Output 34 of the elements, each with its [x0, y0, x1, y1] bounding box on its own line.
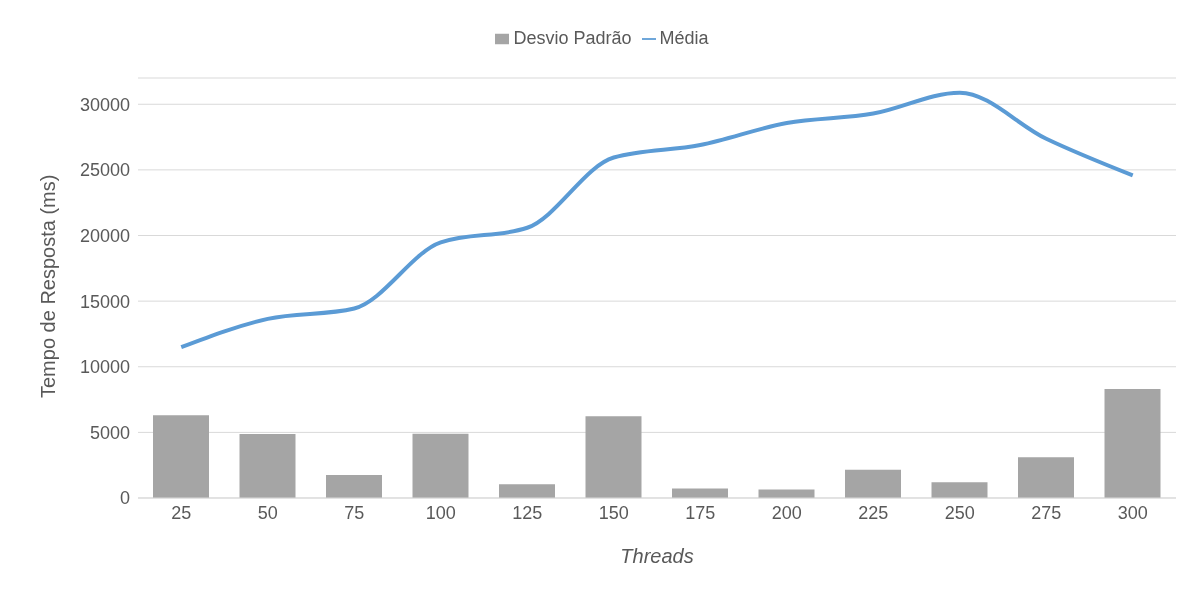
- x-tick-label: 300: [1117, 502, 1148, 523]
- x-tick-label: 50: [257, 502, 278, 523]
- bar: [1018, 457, 1074, 498]
- y-tick-label: 0: [119, 488, 130, 509]
- x-axis-title: Threads: [620, 545, 694, 567]
- x-tick-label: 275: [1031, 502, 1062, 523]
- x-tick-label: 150: [598, 502, 629, 523]
- y-tick-label: 10000: [79, 357, 130, 378]
- x-tick-label: 25: [171, 502, 192, 523]
- x-tick-label: 200: [771, 502, 802, 523]
- y-tick-label: 15000: [79, 291, 130, 312]
- y-tick-label: 5000: [89, 422, 130, 443]
- bar: [412, 433, 469, 498]
- x-tick-label: 100: [425, 502, 456, 523]
- y-tick-label: 30000: [79, 94, 130, 115]
- legend-label: Desvio Padrão: [513, 28, 632, 48]
- x-tick-label: 225: [858, 502, 889, 523]
- bar: [1104, 389, 1161, 498]
- bar: [499, 484, 555, 498]
- y-axis-title: Tempo de Resposta (ms): [37, 174, 60, 398]
- bar: [845, 469, 901, 498]
- line-series: [179, 90, 1135, 350]
- x-tick-label: 75: [344, 502, 365, 523]
- y-tick-label: 25000: [79, 160, 130, 181]
- x-tick-label: 250: [944, 502, 975, 523]
- y-tick-label: 20000: [79, 225, 130, 246]
- bar: [239, 434, 296, 498]
- bar: [153, 415, 209, 498]
- bar: [585, 416, 642, 498]
- x-tick-label: 175: [685, 502, 716, 523]
- x-tick-label: 125: [512, 502, 543, 523]
- legend-label: Média: [659, 28, 709, 48]
- bar: [326, 475, 382, 498]
- bar: [931, 482, 988, 498]
